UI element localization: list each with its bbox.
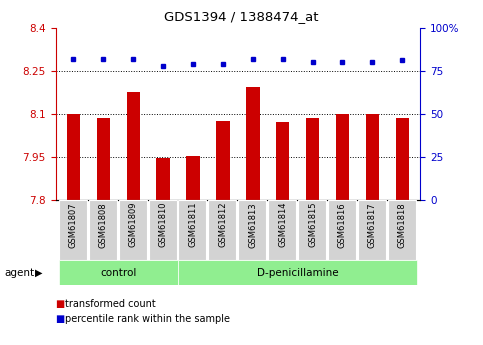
Bar: [156, 158, 170, 200]
Bar: [67, 114, 80, 200]
Text: GSM61816: GSM61816: [338, 202, 347, 247]
Bar: [358, 200, 386, 260]
Text: GSM61818: GSM61818: [398, 202, 407, 247]
Bar: [97, 118, 110, 200]
Text: GSM61817: GSM61817: [368, 202, 377, 247]
Text: GSM61814: GSM61814: [278, 202, 287, 247]
Bar: [59, 200, 87, 260]
Bar: [119, 200, 147, 260]
Text: ▶: ▶: [35, 268, 43, 277]
Text: GSM61813: GSM61813: [248, 202, 257, 247]
Text: agent: agent: [5, 268, 35, 277]
Bar: [58, 260, 178, 285]
Bar: [238, 200, 266, 260]
Bar: [208, 200, 236, 260]
Bar: [328, 200, 356, 260]
Text: GDS1394 / 1388474_at: GDS1394 / 1388474_at: [164, 10, 319, 23]
Text: percentile rank within the sample: percentile rank within the sample: [65, 314, 230, 324]
Bar: [366, 114, 379, 200]
Bar: [148, 200, 177, 260]
Text: GSM61807: GSM61807: [69, 202, 78, 247]
Text: transformed count: transformed count: [65, 299, 156, 308]
Bar: [246, 87, 259, 200]
Bar: [178, 200, 207, 260]
Text: GSM61812: GSM61812: [218, 202, 227, 247]
Bar: [268, 200, 296, 260]
Text: D-penicillamine: D-penicillamine: [257, 268, 339, 277]
Text: ■: ■: [56, 314, 65, 324]
Bar: [306, 118, 319, 200]
Text: GSM61811: GSM61811: [188, 202, 198, 247]
Bar: [186, 156, 200, 200]
Bar: [89, 200, 117, 260]
Bar: [216, 121, 229, 200]
Bar: [388, 200, 416, 260]
Bar: [178, 260, 417, 285]
Bar: [127, 92, 140, 200]
Text: GSM61815: GSM61815: [308, 202, 317, 247]
Text: GSM61809: GSM61809: [129, 202, 138, 247]
Text: GSM61808: GSM61808: [99, 202, 108, 247]
Bar: [396, 118, 409, 200]
Text: ■: ■: [56, 299, 65, 308]
Text: control: control: [100, 268, 137, 277]
Text: GSM61810: GSM61810: [158, 202, 168, 247]
Bar: [298, 200, 326, 260]
Bar: [276, 122, 289, 200]
Bar: [336, 114, 349, 200]
